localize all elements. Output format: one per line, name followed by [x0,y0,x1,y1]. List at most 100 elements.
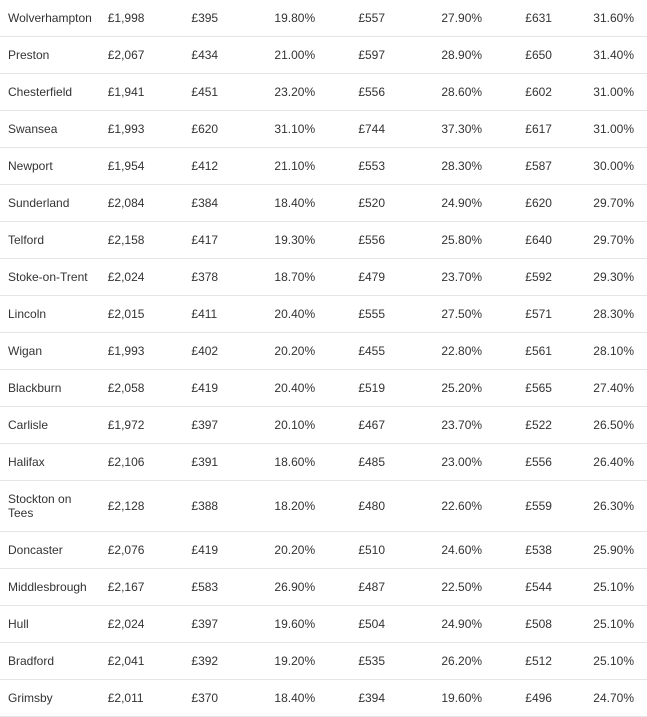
value-cell: £1,972 [102,407,186,444]
table-row: Lincoln£2,015£41120.40%£55527.50%£57128.… [0,296,647,333]
location-cell: Wolverhampton [0,0,102,37]
table-row: Carlisle£1,972£39720.10%£46723.70%£52226… [0,407,647,444]
value-cell: £378 [185,259,268,296]
value-cell: £451 [185,74,268,111]
value-cell: £571 [519,296,587,333]
value-cell: 28.90% [435,37,519,74]
value-cell: 25.10% [587,643,647,680]
value-cell: 23.70% [435,259,519,296]
value-cell: 25.10% [587,569,647,606]
value-cell: £557 [352,0,435,37]
value-cell: 26.30% [587,481,647,532]
value-cell: £1,993 [102,111,186,148]
value-cell: £1,954 [102,148,186,185]
value-cell: 29.70% [587,222,647,259]
value-cell: £455 [352,333,435,370]
value-cell: £417 [185,222,268,259]
value-cell: £394 [352,680,435,717]
value-cell: 24.60% [435,532,519,569]
value-cell: 26.20% [435,643,519,680]
value-cell: 27.50% [435,296,519,333]
value-cell: 31.60% [587,0,647,37]
value-cell: £485 [352,444,435,481]
value-cell: 18.40% [268,185,352,222]
location-cell: Doncaster [0,532,102,569]
value-cell: £538 [519,532,587,569]
value-cell: £556 [352,222,435,259]
value-cell: 20.40% [268,296,352,333]
value-cell: £640 [519,222,587,259]
table-row: Middlesbrough£2,167£58326.90%£48722.50%£… [0,569,647,606]
table-row: Sunderland£2,084£38418.40%£52024.90%£620… [0,185,647,222]
value-cell: 28.10% [587,333,647,370]
value-cell: £434 [185,37,268,74]
value-cell: 18.40% [268,680,352,717]
value-cell: £480 [352,481,435,532]
value-cell: 18.20% [268,481,352,532]
value-cell: 19.60% [268,606,352,643]
value-cell: 29.70% [587,185,647,222]
value-cell: £2,067 [102,37,186,74]
location-cell: Carlisle [0,407,102,444]
value-cell: 31.00% [587,74,647,111]
value-cell: £556 [352,74,435,111]
value-cell: £583 [185,569,268,606]
value-cell: 27.90% [435,0,519,37]
table-row: Blackburn£2,058£41920.40%£51925.20%£5652… [0,370,647,407]
value-cell: £556 [519,444,587,481]
table-row: Chesterfield£1,941£45123.20%£55628.60%£6… [0,74,647,111]
value-cell: £1,993 [102,333,186,370]
value-cell: £504 [352,606,435,643]
value-cell: £561 [519,333,587,370]
value-cell: 26.40% [587,444,647,481]
value-cell: £631 [519,0,587,37]
value-cell: £370 [185,680,268,717]
value-cell: 19.20% [268,643,352,680]
location-cell: Wigan [0,333,102,370]
value-cell: £602 [519,74,587,111]
value-cell: 19.80% [268,0,352,37]
value-cell: £397 [185,606,268,643]
value-cell: £411 [185,296,268,333]
value-cell: 28.30% [435,148,519,185]
value-cell: £384 [185,185,268,222]
value-cell: 22.60% [435,481,519,532]
value-cell: £2,167 [102,569,186,606]
value-cell: 22.80% [435,333,519,370]
value-cell: £419 [185,532,268,569]
value-cell: 25.10% [587,606,647,643]
value-cell: £512 [519,643,587,680]
location-cell: Hull [0,606,102,643]
value-cell: £620 [185,111,268,148]
location-cell: Chesterfield [0,74,102,111]
value-cell: £650 [519,37,587,74]
location-cell: Swansea [0,111,102,148]
location-cell: Stoke-on-Trent [0,259,102,296]
value-cell: £2,076 [102,532,186,569]
table-row: Doncaster£2,076£41920.20%£51024.60%£5382… [0,532,647,569]
value-cell: £620 [519,185,587,222]
value-cell: 20.40% [268,370,352,407]
value-cell: £2,128 [102,481,186,532]
value-cell: £412 [185,148,268,185]
value-cell: £391 [185,444,268,481]
value-cell: £467 [352,407,435,444]
table-row: Telford£2,158£41719.30%£55625.80%£64029.… [0,222,647,259]
value-cell: 19.30% [268,222,352,259]
value-cell: £555 [352,296,435,333]
value-cell: £2,158 [102,222,186,259]
value-cell: £392 [185,643,268,680]
location-cell: Stockton on Tees [0,481,102,532]
value-cell: £510 [352,532,435,569]
table-row: Wigan£1,993£40220.20%£45522.80%£56128.10… [0,333,647,370]
value-cell: 25.20% [435,370,519,407]
location-cell: Halifax [0,444,102,481]
value-cell: 20.10% [268,407,352,444]
location-cell: Newport [0,148,102,185]
table-row: Preston£2,067£43421.00%£59728.90%£65031.… [0,37,647,74]
value-cell: £419 [185,370,268,407]
value-cell: 19.60% [435,680,519,717]
value-cell: £617 [519,111,587,148]
value-cell: £508 [519,606,587,643]
location-cell: Telford [0,222,102,259]
